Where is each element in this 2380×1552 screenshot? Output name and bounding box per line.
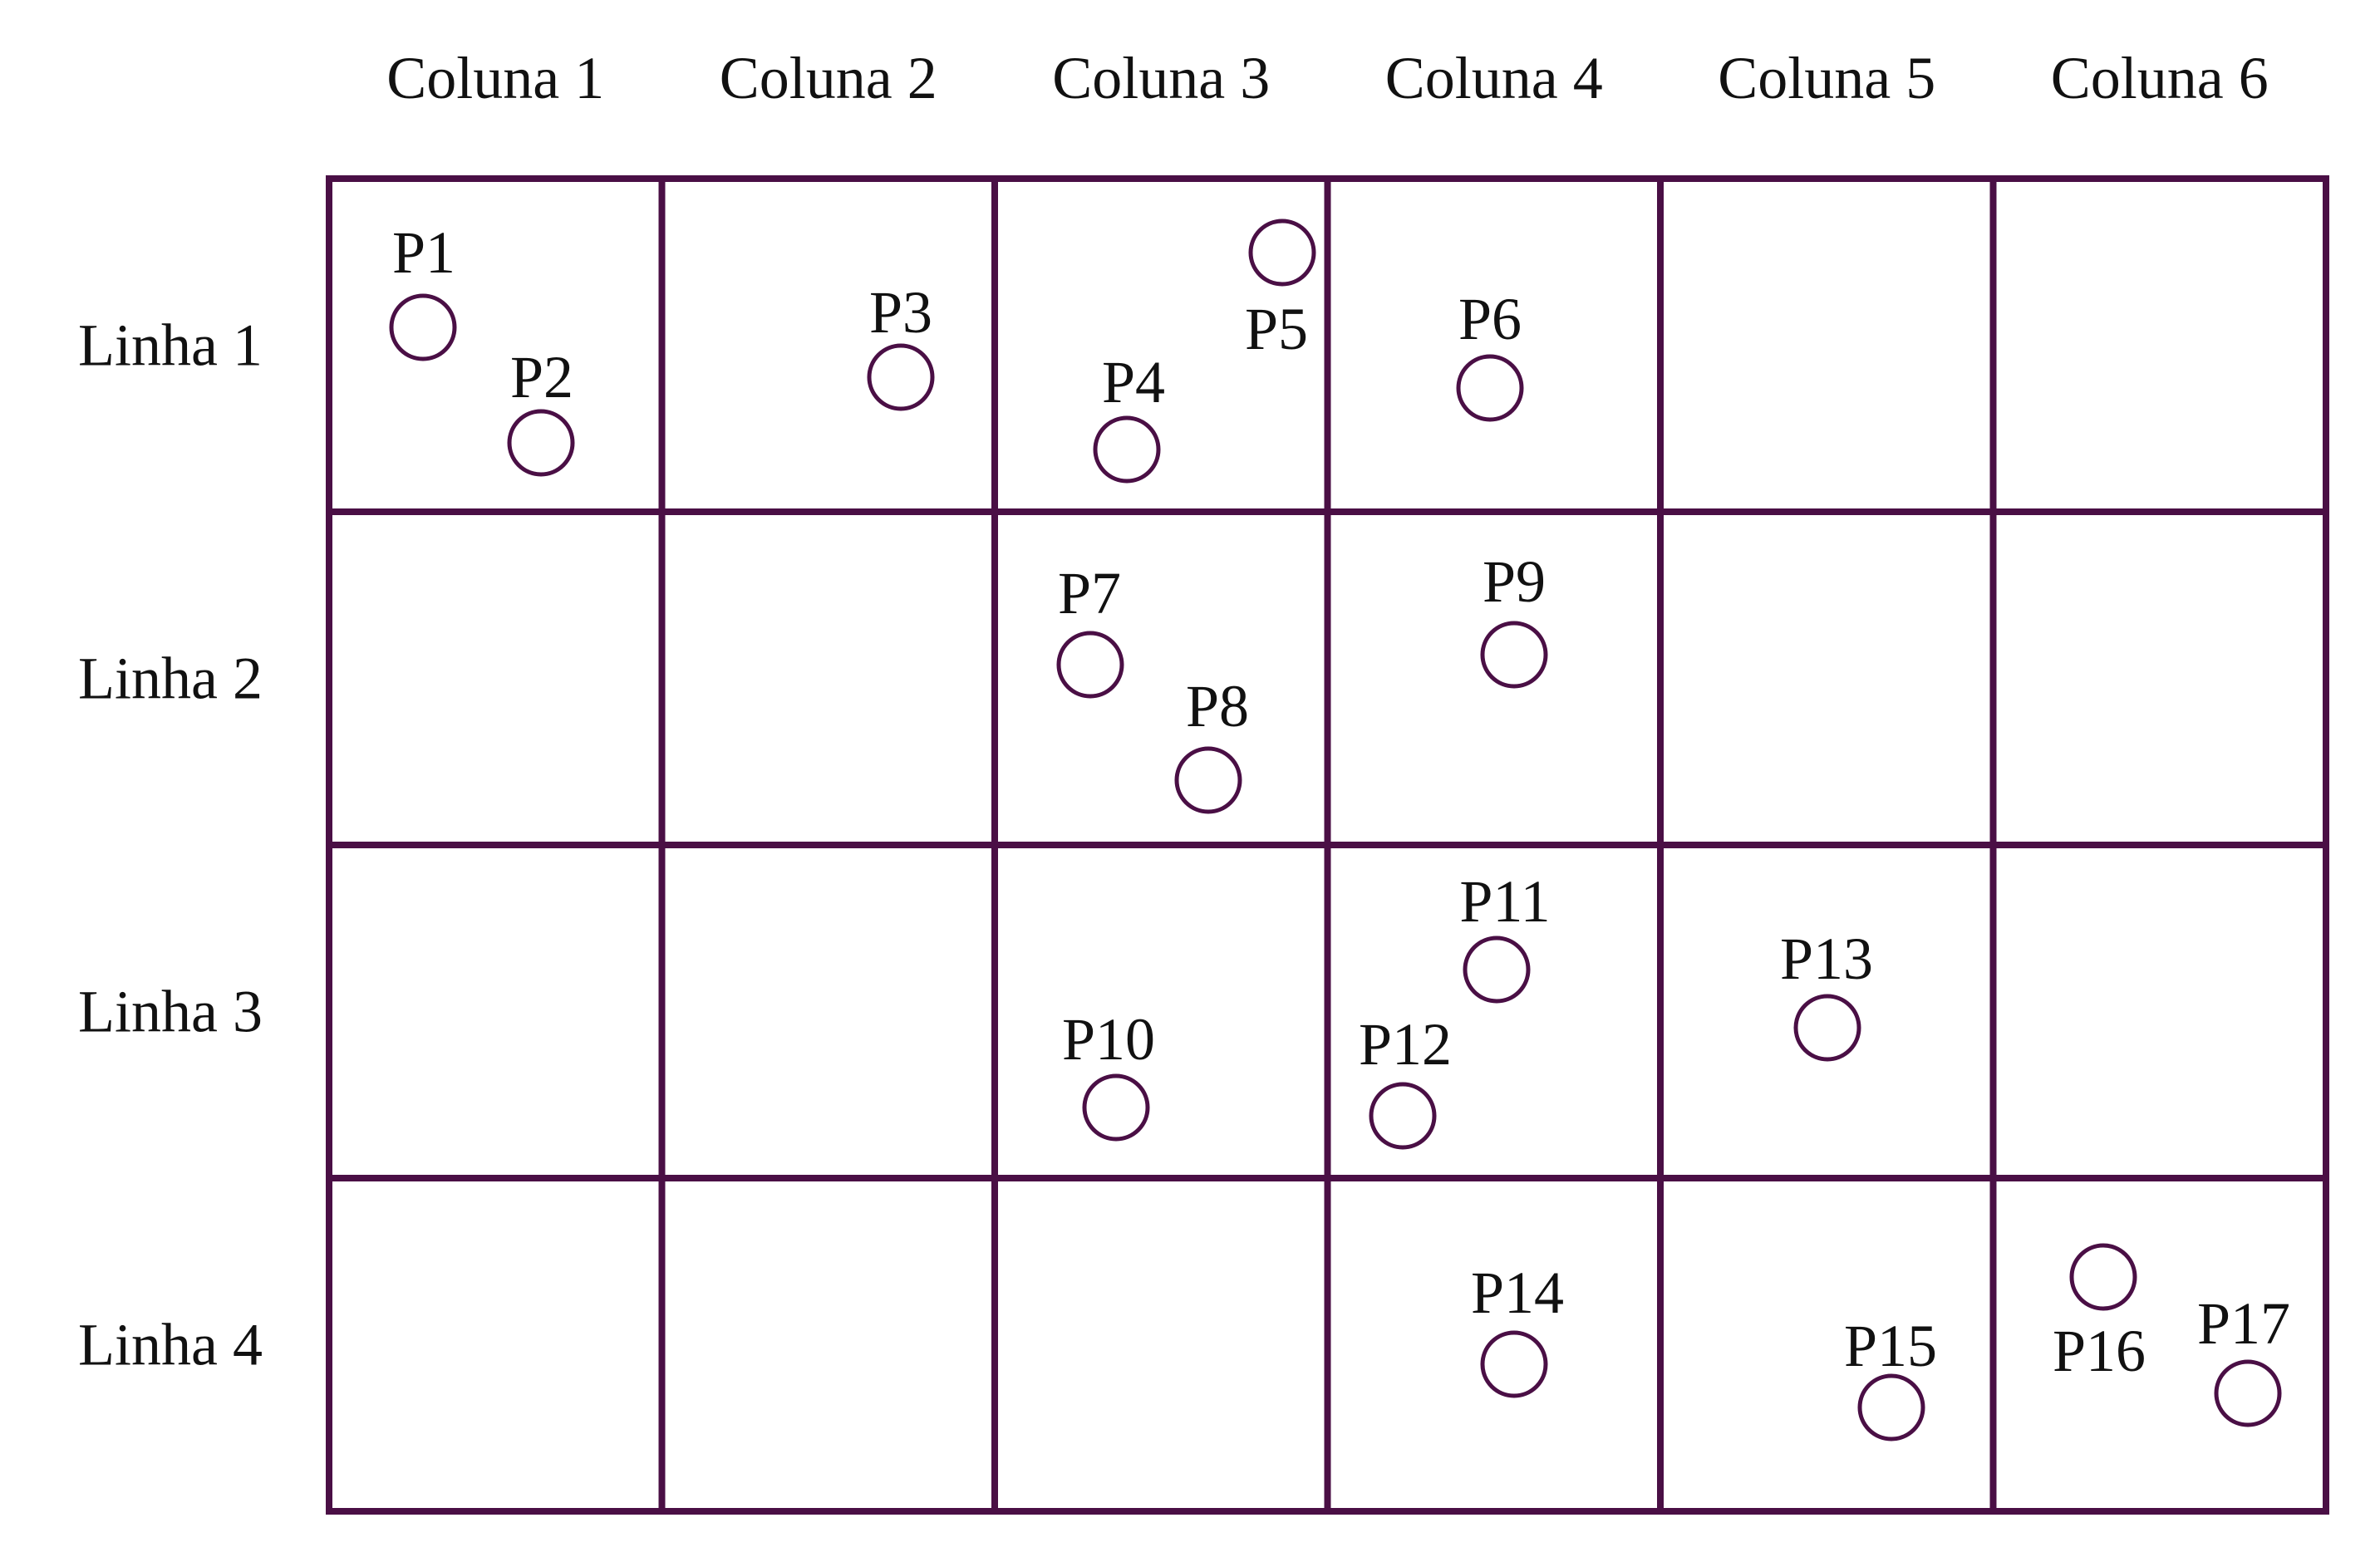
point-label-p3: P3 [869, 279, 932, 346]
point-marker-p17 [2214, 1359, 2282, 1427]
point-p12: P12 [1359, 1011, 1452, 1150]
point-label-p11: P11 [1459, 868, 1550, 935]
point-p16: P16 [2053, 1243, 2146, 1384]
point-p7: P7 [1056, 560, 1124, 699]
point-marker-p12 [1369, 1082, 1437, 1150]
point-marker-p11 [1463, 936, 1531, 1004]
point-label-p1: P1 [392, 219, 455, 286]
column-header-4: Coluna 4 [1385, 45, 1603, 111]
point-label-p15: P15 [1844, 1313, 1937, 1379]
column-header-1: Coluna 1 [386, 45, 604, 111]
row-header-3: Linha 3 [78, 979, 263, 1045]
point-p6: P6 [1456, 286, 1524, 422]
row-headers: Linha 1 Linha 2 Linha 3 Linha 4 [78, 312, 263, 1378]
point-marker-p7 [1056, 631, 1124, 699]
column-header-3: Coluna 3 [1052, 45, 1270, 111]
point-marker-p2 [507, 409, 575, 477]
point-label-p2: P2 [510, 344, 573, 410]
grid-lines [326, 175, 2329, 1515]
points-layer: P1 P2 P3 P4 P5 P6 P7 P8 P9 P10 P11 P12 P13 P14 P15 P16 P… [389, 219, 2290, 1441]
point-label-p5: P5 [1245, 296, 1308, 362]
point-marker-p3 [867, 343, 935, 411]
point-label-p13: P13 [1780, 926, 1873, 992]
point-p8: P8 [1174, 673, 1249, 814]
point-p5: P5 [1245, 219, 1316, 362]
row-header-4: Linha 4 [78, 1312, 263, 1378]
point-label-p6: P6 [1458, 286, 1522, 352]
point-marker-p8 [1174, 746, 1242, 814]
point-p1: P1 [389, 219, 457, 361]
point-label-p10: P10 [1062, 1006, 1155, 1073]
point-label-p17: P17 [2197, 1290, 2290, 1357]
point-label-p8: P8 [1186, 673, 1249, 739]
point-p13: P13 [1780, 926, 1873, 1062]
column-header-5: Coluna 5 [1718, 45, 1935, 111]
point-label-p16: P16 [2053, 1318, 2146, 1384]
point-marker-p14 [1480, 1330, 1548, 1398]
point-marker-p10 [1082, 1073, 1150, 1142]
row-header-1: Linha 1 [78, 312, 263, 379]
point-p4: P4 [1093, 349, 1165, 484]
point-label-p7: P7 [1058, 560, 1121, 626]
point-p15: P15 [1844, 1313, 1937, 1441]
point-marker-p16 [2069, 1243, 2137, 1311]
point-marker-p13 [1793, 994, 1861, 1062]
point-marker-p4 [1093, 415, 1161, 484]
point-label-p14: P14 [1471, 1260, 1564, 1326]
point-marker-p6 [1456, 354, 1524, 422]
column-header-2: Coluna 2 [720, 45, 937, 111]
column-headers: Coluna 1 Coluna 2 Coluna 3 Coluna 4 Coluna 5… [386, 45, 2268, 111]
point-p9: P9 [1480, 548, 1548, 689]
point-marker-p1 [389, 293, 457, 361]
point-p17: P17 [2197, 1290, 2290, 1427]
point-label-p4: P4 [1102, 349, 1165, 415]
point-label-p9: P9 [1483, 548, 1546, 615]
column-header-6: Coluna 6 [2051, 45, 2269, 111]
point-marker-p5 [1248, 219, 1316, 287]
point-p11: P11 [1459, 868, 1551, 1004]
point-p10: P10 [1062, 1006, 1155, 1142]
point-label-p12: P12 [1359, 1011, 1452, 1078]
point-p14: P14 [1471, 1260, 1564, 1398]
point-p2: P2 [507, 344, 575, 477]
point-p3: P3 [867, 279, 935, 411]
point-marker-p15 [1857, 1373, 1925, 1441]
row-header-2: Linha 2 [78, 646, 263, 712]
point-marker-p9 [1480, 621, 1548, 689]
